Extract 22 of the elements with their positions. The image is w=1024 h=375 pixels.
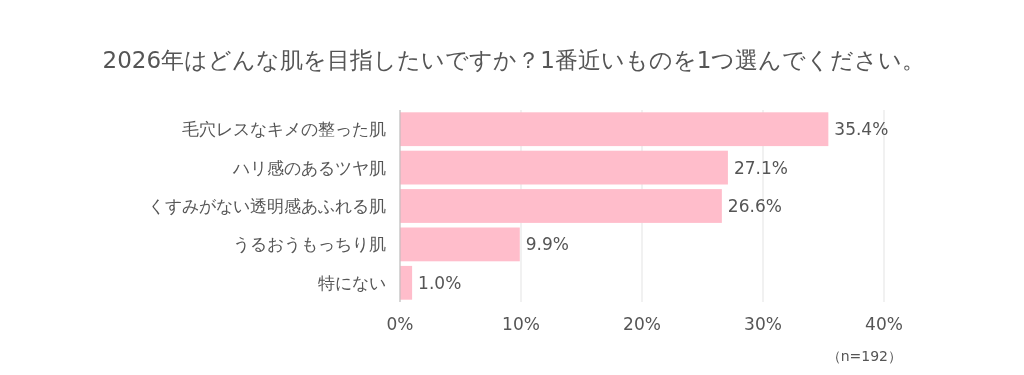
- bar: [400, 150, 728, 185]
- data-label: 26.6%: [727, 195, 782, 216]
- x-tick-label: 10%: [502, 314, 540, 334]
- y-tick-label: 特にない: [318, 272, 386, 293]
- x-tick-label: 20%: [623, 314, 661, 334]
- x-tick-label: 40%: [865, 314, 903, 334]
- y-tick-label: くすみがない透明感あふれる肌: [148, 195, 386, 216]
- bar: [400, 112, 829, 147]
- data-label: 1.0%: [418, 272, 462, 293]
- text: （n=192）: [826, 348, 902, 364]
- bar: [400, 265, 413, 300]
- y-tick-label: 毛穴レスなキメの整った肌: [182, 119, 386, 140]
- y-tick-label: うるおうもっちり肌: [233, 234, 386, 255]
- x-tick-label: 0%: [386, 314, 414, 334]
- bar: [400, 227, 520, 262]
- data-label: 35.4%: [834, 119, 889, 140]
- data-label: 27.1%: [733, 157, 788, 178]
- data-label: 9.9%: [525, 234, 569, 255]
- bar: [400, 189, 722, 223]
- chart-title: 2026年はどんな肌を目指したいですか？1番近いものを1つ選んでください。: [102, 47, 926, 73]
- y-tick-label: ハリ感のあるツヤ肌: [232, 157, 386, 178]
- x-tick-label: 30%: [744, 314, 782, 334]
